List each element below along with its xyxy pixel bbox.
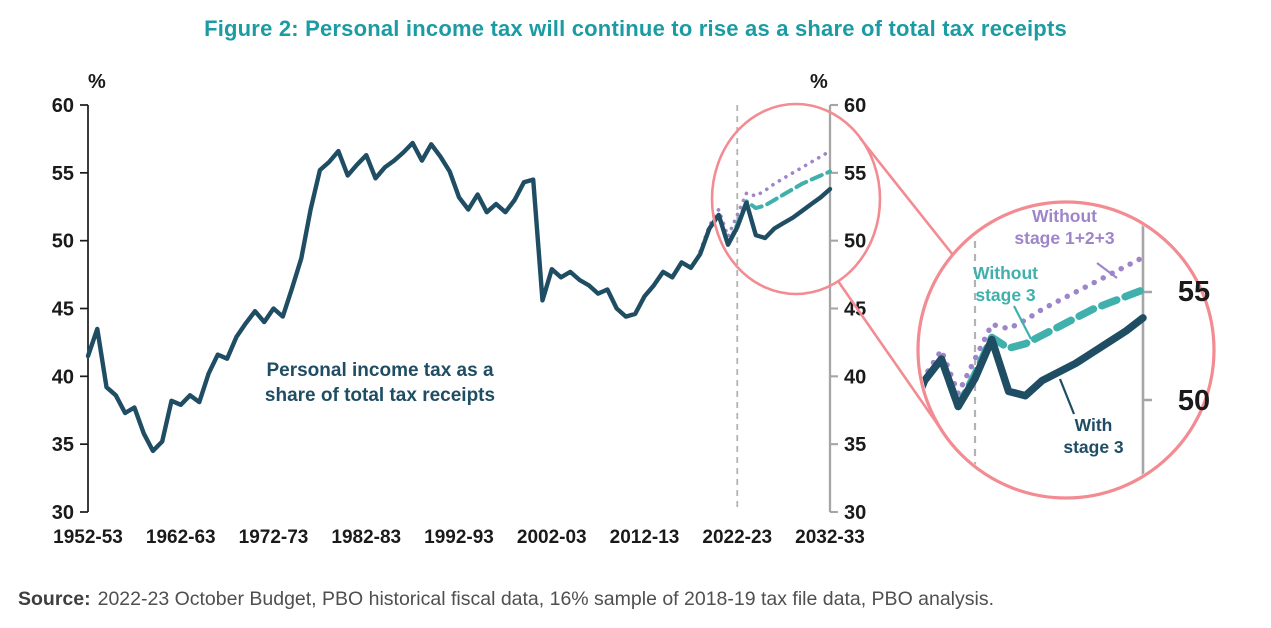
zoom-label-with-stage-3: With stage 3 [1016, 414, 1171, 459]
y-tick-label-left: 60 [52, 95, 74, 117]
x-tick-label: 1982-83 [331, 527, 401, 548]
zoom-connector-bottom [836, 280, 947, 436]
zoom-circle-background [918, 202, 1214, 498]
y-tick-label-left: 30 [52, 502, 74, 524]
zoom-circle [916, 200, 1216, 500]
x-tick-label: 2012-13 [610, 527, 680, 548]
y-tick-label-right: 60 [844, 95, 866, 117]
series-annotation-line2: share of total tax receipts [264, 385, 496, 407]
x-tick-label: 1972-73 [239, 527, 309, 548]
highlight-circle [710, 102, 882, 296]
y-axis-unit-left: % [88, 71, 106, 93]
x-tick-label: 1962-63 [146, 527, 216, 548]
zoom-content [920, 204, 1152, 496]
zoom-y-tick-50: 50 [1177, 385, 1211, 417]
y-tick-label-left: 35 [52, 434, 74, 456]
series-annotation-line1: Personal income tax as a [266, 360, 494, 381]
x-tick-label: 1992-93 [424, 527, 494, 548]
zoom-label-without-stage-3-line2: stage 3 [975, 285, 1036, 306]
y-tick-label-right: 30 [844, 502, 866, 524]
zoom-label-without-stage-3: Without stage 3 [928, 262, 1083, 307]
zoom-label-without-stage-1-2-3-line1: Without [1032, 206, 1097, 226]
x-tick-label: 2032-33 [795, 527, 865, 548]
y-tick-label-left: 45 [52, 299, 74, 321]
series-annotation: Personal income tax as a share of total … [170, 358, 590, 408]
y-axis-unit-right: % [810, 71, 828, 93]
zoom-label-without-stage-1-2-3-line2: stage 1+2+3 [1014, 228, 1115, 249]
x-tick-label: 2022-23 [702, 527, 772, 548]
zoom-label-without-stage-3-line1: Without [973, 263, 1038, 283]
series-with-stage-3 [85, 140, 833, 454]
y-tick-label-right: 40 [844, 366, 866, 388]
y-tick-label-left: 55 [52, 163, 74, 185]
y-tick-label-left: 50 [52, 231, 74, 253]
source-label: Source: [18, 588, 91, 610]
x-tick-label: 1952-53 [53, 527, 123, 548]
zoom-label-with-stage-3-line1: With [1074, 415, 1113, 435]
zoom-label-with-stage-3-line2: stage 3 [1063, 437, 1124, 458]
zoom-connector-top [858, 137, 955, 256]
source-text: 2022-23 October Budget, PBO historical f… [97, 588, 995, 610]
source-note: Source: 2022-23 October Budget, PBO histo… [18, 588, 994, 611]
pointer-with-stage-3 [1058, 378, 1076, 415]
y-tick-label-left: 40 [52, 366, 74, 388]
pointer-without-stage-3 [1013, 305, 1032, 340]
x-tick-label: 2002-03 [517, 527, 587, 548]
figure-title: Figure 2: Personal income tax will conti… [204, 16, 1067, 41]
pointer-without-stage-1-2-3 [1096, 262, 1118, 279]
y-tick-label-right: 55 [844, 163, 866, 185]
y-tick-label-right: 35 [844, 434, 866, 456]
zoom-label-without-stage-1-2-3: Without stage 1+2+3 [972, 205, 1157, 250]
y-tick-label-right: 50 [844, 231, 866, 253]
zoom-y-tick-55: 55 [1177, 276, 1211, 308]
